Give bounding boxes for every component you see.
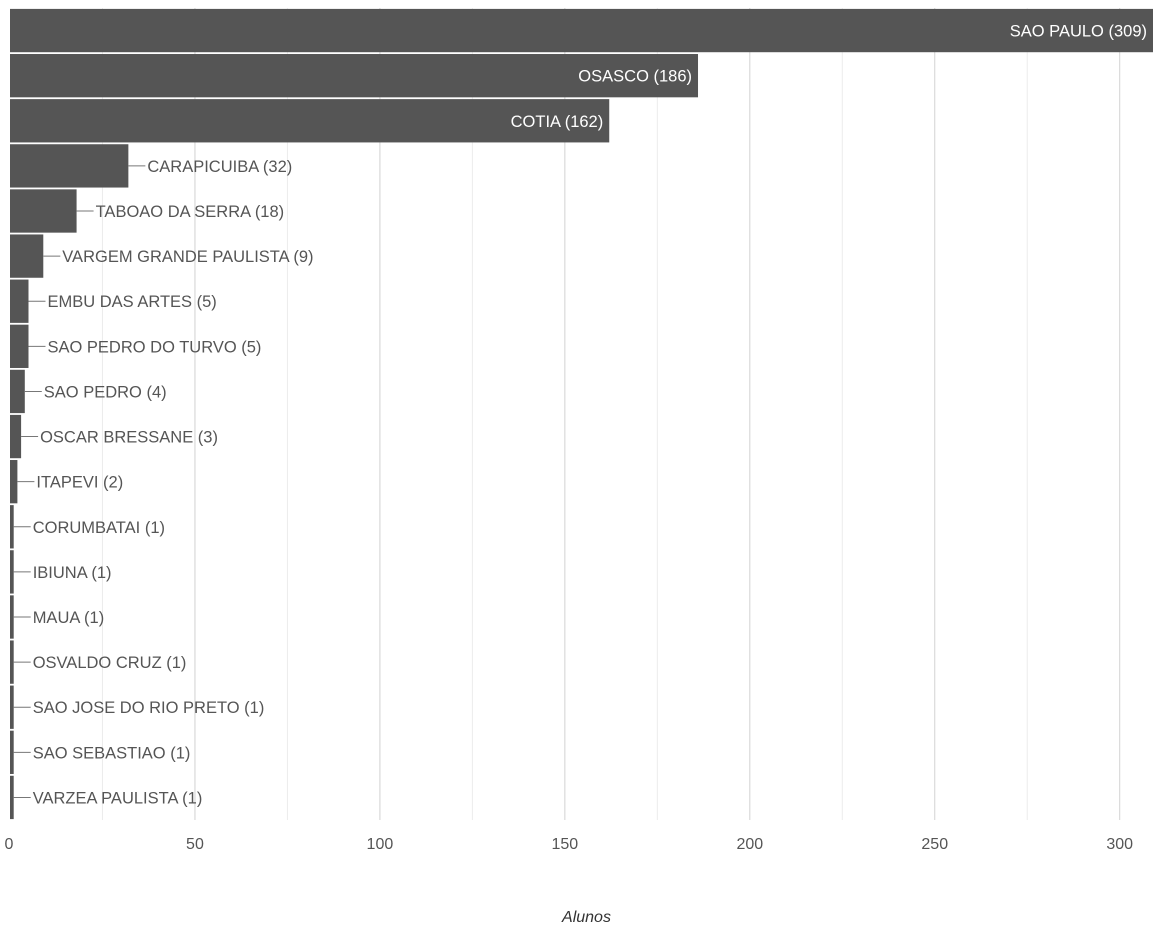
bar xyxy=(10,369,25,414)
bar-data-label: COTIA (162) xyxy=(511,113,604,131)
bar xyxy=(10,550,14,594)
bar-data-label: OSASCO (186) xyxy=(578,68,692,86)
bar xyxy=(10,324,29,368)
x-tick-label: 250 xyxy=(921,836,948,853)
x-tick-label: 150 xyxy=(552,836,579,853)
x-tick-label: 200 xyxy=(736,836,763,853)
bar xyxy=(10,595,14,639)
bar-data-label: IBIUNA (1) xyxy=(33,564,112,582)
bar-data-label: SAO PEDRO (4) xyxy=(44,383,167,401)
data-labels: SAO PAULO (309) OSASCO (186) COTIA (162) CA… xyxy=(13,23,1147,807)
bar-data-label: SAO SEBASTIAO (1) xyxy=(33,744,191,762)
bar-data-label: SAO PEDRO DO TURVO (5) xyxy=(47,338,261,356)
bars xyxy=(10,8,1153,820)
bar xyxy=(10,54,699,98)
bar xyxy=(10,414,22,459)
bar-data-label: CARAPICUIBA (32) xyxy=(147,158,292,176)
bar-data-label: MAUA (1) xyxy=(33,609,105,627)
bar xyxy=(10,730,14,774)
bar-data-label: CORUMBATAI (1) xyxy=(33,519,165,537)
bar-data-label: ITAPEVI (2) xyxy=(36,474,123,492)
bar-data-label: VARZEA PAULISTA (1) xyxy=(33,789,203,807)
grid-lines xyxy=(101,8,1121,820)
x-tick-label: 300 xyxy=(1106,836,1133,853)
bar-data-label: EMBU DAS ARTES (5) xyxy=(47,293,216,311)
bar xyxy=(10,505,14,549)
bar-data-label: VARGEM GRANDE PAULISTA (9) xyxy=(62,248,313,266)
x-tick-label: 100 xyxy=(367,836,394,853)
x-axis-ticks: 0 50 100 150 200 250 300 xyxy=(5,836,1134,853)
bar xyxy=(10,640,14,684)
bar-data-label: OSVALDO CRUZ (1) xyxy=(33,654,187,672)
x-tick-label: 0 xyxy=(5,836,14,853)
bar xyxy=(10,99,610,143)
bar-data-label: OSCAR BRESSANE (3) xyxy=(40,429,218,447)
bar-data-label: TABOAO DA SERRA (18) xyxy=(96,203,285,221)
bar xyxy=(10,8,1153,53)
x-axis-title: Alunos xyxy=(561,909,611,926)
bar xyxy=(10,460,18,504)
bar-data-label: SAO PAULO (309) xyxy=(1010,23,1147,41)
bar xyxy=(10,234,44,278)
bar-data-label: SAO JOSE DO RIO PRETO (1) xyxy=(33,699,265,717)
bar xyxy=(10,279,29,323)
x-tick-label: 50 xyxy=(186,836,204,853)
bar xyxy=(10,775,14,820)
bar xyxy=(10,685,14,729)
bar xyxy=(10,144,129,188)
bar xyxy=(10,189,77,233)
